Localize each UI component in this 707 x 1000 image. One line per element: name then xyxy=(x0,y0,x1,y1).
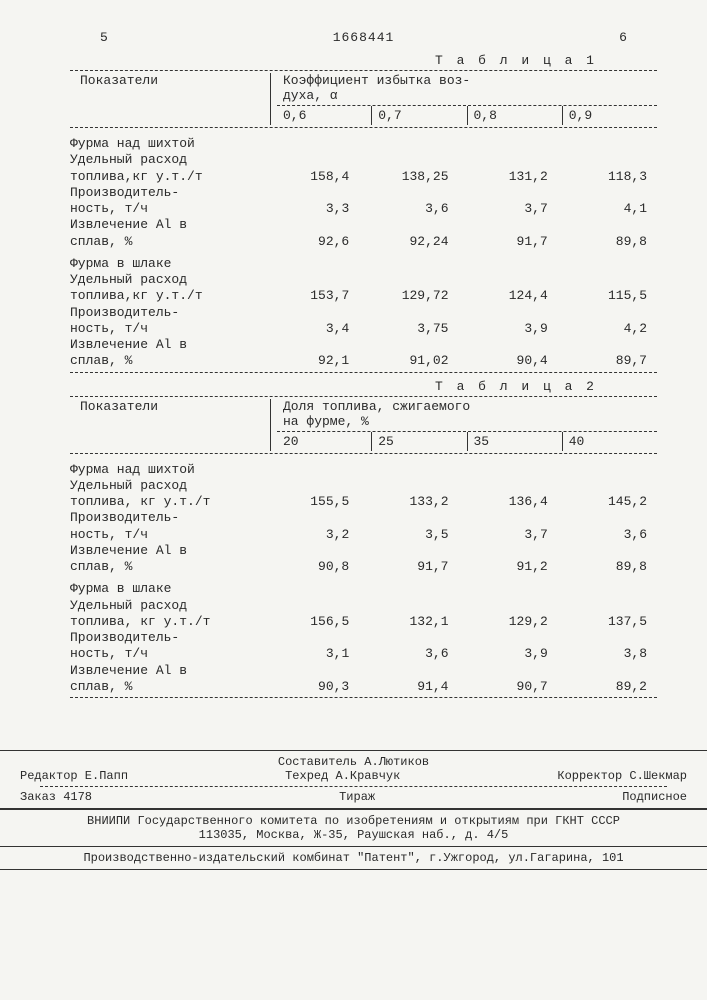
table2-title: Т а б л и ц а 2 xyxy=(70,379,657,394)
divider xyxy=(70,453,657,454)
footer-org2: Производственно-издательский комбинат "П… xyxy=(20,851,687,865)
footer-addr1: 113035, Москва, Ж-35, Раушская наб., д. … xyxy=(20,828,687,842)
table1-subcol: 0,8 xyxy=(467,106,562,125)
table-row: Извлечение Al в xyxy=(70,217,657,233)
table2-header-row: Показатели Доля топлива, сжигаемого на ф… xyxy=(70,399,657,451)
table-row: Удельный расход xyxy=(70,152,657,168)
table-row: Производитель- xyxy=(70,305,657,321)
table-row: Производитель- xyxy=(70,510,657,526)
page-num-right: 6 xyxy=(619,30,657,45)
divider xyxy=(70,70,657,71)
table1-sect2-title: Фурма в шлаке xyxy=(70,256,657,272)
table1-header-r1: Коэффициент избытка воз- xyxy=(277,73,657,88)
table-row: Удельный расход xyxy=(70,272,657,288)
table-row: Удельный расход xyxy=(70,478,657,494)
table2-sect1-title: Фурма над шихтой xyxy=(70,462,657,478)
table-row: топлива,кг у.т./т 158,4 138,25 131,2 118… xyxy=(70,169,657,185)
page-container: 5 1668441 6 Т а б л и ц а 1 Показатели К… xyxy=(0,0,707,720)
divider xyxy=(40,786,667,787)
table2-sect2-title: Фурма в шлаке xyxy=(70,581,657,597)
table-row: топлива,кг у.т./т 153,7 129,72 124,4 115… xyxy=(70,288,657,304)
table-row: Удельный расход xyxy=(70,598,657,614)
footer-tech: Техред А.Кравчук xyxy=(285,769,400,783)
table-row: топлива, кг у.т./т 155,5 133,2 136,4 145… xyxy=(70,494,657,510)
table2-subcol: 25 xyxy=(371,432,466,451)
table2-subcol: 35 xyxy=(467,432,562,451)
table1-header-left: Показатели xyxy=(70,73,270,125)
footer-block1: Составитель А.Лютиков Редактор Е.Папп Те… xyxy=(0,750,707,809)
table2-header-r2: на фурме, % xyxy=(277,414,657,429)
divider xyxy=(70,697,657,698)
footer-podpis: Подписное xyxy=(622,790,687,804)
table-row: сплав, % 92,1 91,02 90,4 89,7 xyxy=(70,353,657,369)
footer-corrector: Корректор С.Шекмар xyxy=(557,769,687,783)
table1-sect1-title: Фурма над шихтой xyxy=(70,136,657,152)
footer-editor: Редактор Е.Папп xyxy=(20,769,128,783)
table-row: ность, т/ч 3,3 3,6 3,7 4,1 xyxy=(70,201,657,217)
footer-block2: ВНИИПИ Государственного комитета по изоб… xyxy=(0,809,707,847)
table1-subcol: 0,6 xyxy=(277,106,371,125)
footer-order: Заказ 4178 xyxy=(20,790,92,804)
table-row: Извлечение Al в xyxy=(70,663,657,679)
page-num-left: 5 xyxy=(70,30,108,45)
footer-compiler: Составитель А.Лютиков xyxy=(0,755,707,769)
page-header: 5 1668441 6 xyxy=(70,30,657,45)
divider xyxy=(70,127,657,128)
table2-header-right: Доля топлива, сжигаемого на фурме, % 20 … xyxy=(270,399,657,451)
table1-subcols: 0,6 0,7 0,8 0,9 xyxy=(277,105,657,125)
table1-header-r2: духа, α xyxy=(277,88,657,103)
table-row: Производитель- xyxy=(70,630,657,646)
table-row: сплав, % 90,8 91,7 91,2 89,8 xyxy=(70,559,657,575)
table1-subcol: 0,9 xyxy=(562,106,657,125)
table-row: Извлечение Al в xyxy=(70,337,657,353)
table1-subcol: 0,7 xyxy=(371,106,466,125)
table1-title: Т а б л и ц а 1 xyxy=(70,53,657,68)
footer-row: Редактор Е.Папп Техред А.Кравчук Коррект… xyxy=(0,769,707,783)
table-row: сплав, % 92,6 92,24 91,7 89,8 xyxy=(70,234,657,250)
footer-row: Заказ 4178 Тираж Подписное xyxy=(0,790,707,804)
table2-header-left: Показатели xyxy=(70,399,270,451)
divider xyxy=(70,372,657,373)
table-row: топлива, кг у.т./т 156,5 132,1 129,2 137… xyxy=(70,614,657,630)
divider xyxy=(70,396,657,397)
table2-subcol: 40 xyxy=(562,432,657,451)
table-row: ность, т/ч 3,4 3,75 3,9 4,2 xyxy=(70,321,657,337)
table1-header-right: Коэффициент избытка воз- духа, α 0,6 0,7… xyxy=(270,73,657,125)
table2-subcol: 20 xyxy=(277,432,371,451)
table-row: сплав, % 90,3 91,4 90,7 89,2 xyxy=(70,679,657,695)
table1-header-row: Показатели Коэффициент избытка воз- духа… xyxy=(70,73,657,125)
doc-number: 1668441 xyxy=(333,30,395,45)
footer-org1: ВНИИПИ Государственного комитета по изоб… xyxy=(20,814,687,828)
table-row: ность, т/ч 3,2 3,5 3,7 3,6 xyxy=(70,527,657,543)
table-row: Производитель- xyxy=(70,185,657,201)
footer-tirazh: Тираж xyxy=(339,790,375,804)
table2-subcols: 20 25 35 40 xyxy=(277,431,657,451)
table-row: Извлечение Al в xyxy=(70,543,657,559)
table2-header-r1: Доля топлива, сжигаемого xyxy=(277,399,657,414)
table-row: ность, т/ч 3,1 3,6 3,9 3,8 xyxy=(70,646,657,662)
footer-block3: Производственно-издательский комбинат "П… xyxy=(0,847,707,870)
